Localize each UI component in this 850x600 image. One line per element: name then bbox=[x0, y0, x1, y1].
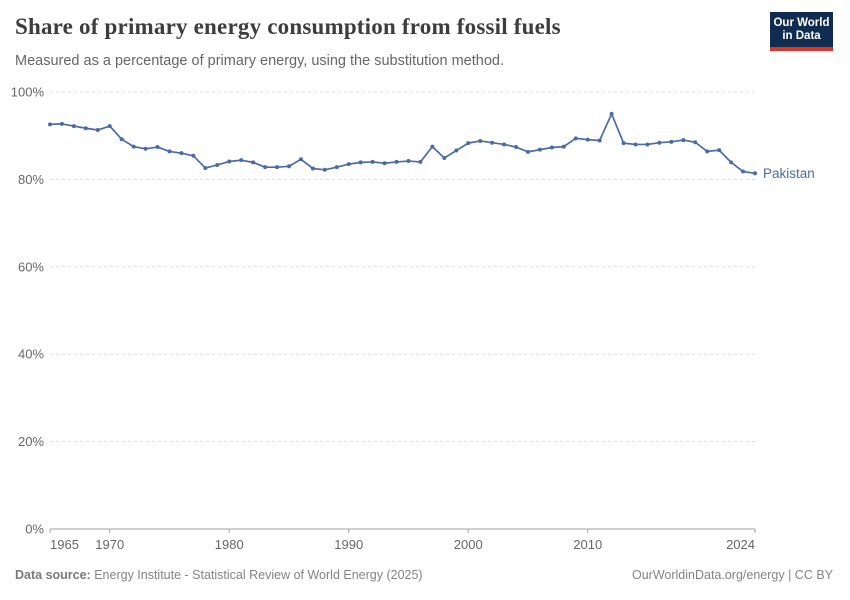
data-point[interactable] bbox=[693, 140, 698, 145]
x-axis-tick-label: 1970 bbox=[95, 537, 124, 552]
data-point[interactable] bbox=[406, 159, 411, 164]
data-point[interactable] bbox=[549, 145, 554, 150]
data-point[interactable] bbox=[394, 159, 399, 164]
x-axis-tick-label: 1980 bbox=[215, 537, 244, 552]
data-point[interactable] bbox=[466, 141, 471, 146]
data-point[interactable] bbox=[633, 142, 638, 147]
data-point[interactable] bbox=[107, 124, 112, 129]
data-source-prefix: Data source: bbox=[15, 568, 91, 582]
data-point[interactable] bbox=[59, 121, 64, 126]
chart-subtitle: Measured as a percentage of primary ener… bbox=[15, 53, 504, 69]
data-point[interactable] bbox=[454, 148, 459, 153]
data-source-text: Energy Institute - Statistical Review of… bbox=[90, 568, 423, 582]
data-point[interactable] bbox=[263, 165, 268, 170]
data-point[interactable] bbox=[430, 144, 435, 149]
data-point[interactable] bbox=[537, 147, 542, 152]
data-point[interactable] bbox=[621, 141, 626, 146]
data-point[interactable] bbox=[227, 159, 232, 164]
data-point[interactable] bbox=[502, 142, 507, 147]
owid-logo[interactable]: Our World in Data bbox=[770, 12, 833, 51]
data-point[interactable] bbox=[155, 145, 160, 150]
data-point[interactable] bbox=[334, 165, 339, 170]
data-point[interactable] bbox=[382, 161, 387, 166]
data-point[interactable] bbox=[370, 159, 375, 164]
data-point[interactable] bbox=[442, 155, 447, 160]
data-point[interactable] bbox=[478, 138, 483, 143]
data-point[interactable] bbox=[275, 165, 280, 170]
data-point[interactable] bbox=[251, 160, 256, 165]
y-axis-tick-label: 20% bbox=[18, 434, 44, 449]
data-point[interactable] bbox=[83, 126, 88, 131]
data-point[interactable] bbox=[561, 144, 566, 149]
y-axis-tick-label: 100% bbox=[11, 85, 45, 100]
data-point[interactable] bbox=[358, 160, 363, 165]
data-point[interactable] bbox=[191, 153, 196, 158]
y-axis-tick-label: 80% bbox=[18, 172, 44, 187]
data-point[interactable] bbox=[215, 162, 220, 167]
data-point[interactable] bbox=[71, 124, 76, 129]
data-point[interactable] bbox=[143, 146, 148, 151]
data-point[interactable] bbox=[239, 158, 244, 163]
x-axis: 1965 1970 1980 1990 2000 2010 2024 bbox=[49, 528, 756, 552]
x-axis-tick-label: 1965 bbox=[50, 537, 79, 552]
page-title: Share of primary energy consumption from… bbox=[15, 14, 561, 39]
data-point[interactable] bbox=[346, 162, 351, 167]
data-point[interactable] bbox=[585, 137, 590, 142]
data-point[interactable] bbox=[753, 171, 757, 176]
data-point[interactable] bbox=[310, 166, 315, 171]
data-point[interactable] bbox=[609, 111, 614, 116]
y-axis-tick-label: 40% bbox=[18, 347, 44, 362]
data-point[interactable] bbox=[514, 145, 519, 150]
data-point[interactable] bbox=[681, 138, 686, 143]
y-axis-tick-label: 0% bbox=[25, 522, 44, 537]
data-point[interactable] bbox=[119, 137, 124, 142]
data-point[interactable] bbox=[203, 166, 208, 171]
data-point[interactable] bbox=[597, 138, 602, 143]
data-point[interactable] bbox=[322, 167, 327, 172]
data-point[interactable] bbox=[669, 139, 674, 144]
data-point[interactable] bbox=[741, 169, 746, 174]
x-axis-tick-label: 2024 bbox=[726, 537, 755, 552]
data-point[interactable] bbox=[573, 136, 578, 141]
data-point[interactable] bbox=[657, 140, 662, 145]
owid-license-link[interactable]: OurWorldinData.org/energy | CC BY bbox=[631, 568, 833, 582]
data-point[interactable] bbox=[705, 149, 710, 154]
data-point[interactable] bbox=[418, 159, 423, 164]
data-point[interactable] bbox=[179, 151, 184, 156]
data-point[interactable] bbox=[131, 144, 136, 149]
data-point[interactable] bbox=[525, 149, 530, 154]
data-point[interactable] bbox=[48, 122, 52, 127]
data-point[interactable] bbox=[645, 142, 650, 147]
y-axis-tick-label: 60% bbox=[18, 259, 44, 274]
data-source-note: Data source: Energy Institute - Statisti… bbox=[15, 568, 423, 582]
x-axis-tick-label: 2010 bbox=[573, 537, 602, 552]
owid-logo-line1: Our World bbox=[773, 16, 830, 29]
data-point[interactable] bbox=[717, 148, 722, 153]
data-point[interactable] bbox=[286, 164, 291, 169]
data-point[interactable] bbox=[490, 140, 495, 145]
data-point[interactable] bbox=[95, 128, 100, 133]
data-point[interactable] bbox=[729, 160, 734, 165]
owid-logo-line2: in Data bbox=[782, 29, 821, 42]
x-axis-tick-label: 2000 bbox=[454, 537, 483, 552]
data-point[interactable] bbox=[298, 157, 303, 162]
y-axis-labels: 0% 20% 40% 60% 80% 100% bbox=[11, 85, 45, 537]
data-point[interactable] bbox=[167, 149, 172, 154]
entity-label-pakistan[interactable]: Pakistan bbox=[763, 166, 815, 181]
x-axis-tick-label: 1990 bbox=[334, 537, 363, 552]
series-pakistan bbox=[48, 111, 757, 176]
